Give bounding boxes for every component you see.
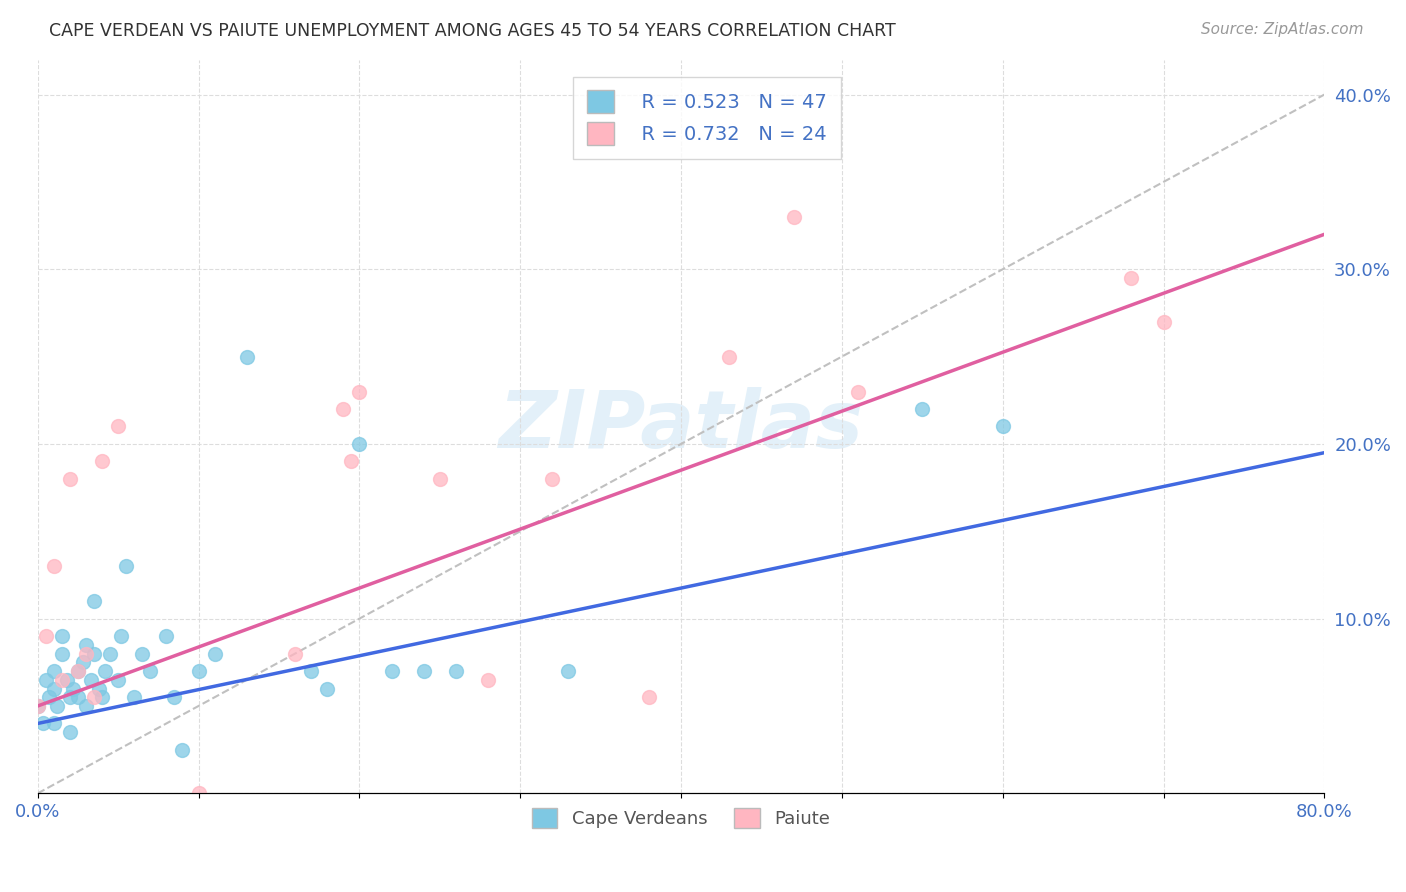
Point xyxy=(477,673,499,687)
Point xyxy=(35,629,58,643)
Point xyxy=(107,419,129,434)
Point xyxy=(782,210,804,224)
Point xyxy=(51,673,73,687)
Point xyxy=(75,698,97,713)
Point xyxy=(380,664,402,678)
Point xyxy=(80,673,103,687)
Point xyxy=(42,664,65,678)
Point xyxy=(349,384,371,399)
Text: CAPE VERDEAN VS PAIUTE UNEMPLOYMENT AMONG AGES 45 TO 54 YEARS CORRELATION CHART: CAPE VERDEAN VS PAIUTE UNEMPLOYMENT AMON… xyxy=(49,22,896,40)
Point xyxy=(59,472,82,486)
Point xyxy=(66,664,89,678)
Point xyxy=(27,698,49,713)
Point xyxy=(429,472,451,486)
Point xyxy=(51,647,73,661)
Point xyxy=(42,559,65,574)
Point xyxy=(72,656,94,670)
Point xyxy=(35,673,58,687)
Point xyxy=(75,638,97,652)
Point xyxy=(62,681,84,696)
Point xyxy=(340,454,363,468)
Point xyxy=(204,647,226,661)
Point xyxy=(412,664,434,678)
Point xyxy=(107,673,129,687)
Point xyxy=(284,647,307,661)
Point xyxy=(110,629,132,643)
Point xyxy=(846,384,869,399)
Point xyxy=(187,664,209,678)
Point xyxy=(66,690,89,705)
Point xyxy=(51,629,73,643)
Point xyxy=(31,716,53,731)
Point xyxy=(557,664,579,678)
Point xyxy=(316,681,339,696)
Point xyxy=(42,681,65,696)
Point xyxy=(236,350,259,364)
Point xyxy=(444,664,467,678)
Point xyxy=(1121,271,1143,285)
Point xyxy=(94,664,117,678)
Point xyxy=(299,664,322,678)
Point xyxy=(911,402,934,417)
Point xyxy=(332,402,354,417)
Point xyxy=(187,786,209,800)
Point xyxy=(75,647,97,661)
Point xyxy=(98,647,121,661)
Point xyxy=(59,690,82,705)
Point xyxy=(638,690,661,705)
Point xyxy=(46,698,69,713)
Point xyxy=(139,664,162,678)
Point xyxy=(131,647,153,661)
Point xyxy=(91,454,114,468)
Point xyxy=(1153,315,1175,329)
Point xyxy=(155,629,177,643)
Point xyxy=(172,742,194,756)
Point xyxy=(27,698,49,713)
Point xyxy=(55,673,77,687)
Point xyxy=(83,690,105,705)
Point xyxy=(83,594,105,608)
Point xyxy=(91,690,114,705)
Point xyxy=(66,664,89,678)
Point xyxy=(83,647,105,661)
Point xyxy=(122,690,145,705)
Point xyxy=(115,559,138,574)
Point xyxy=(541,472,564,486)
Point xyxy=(87,681,110,696)
Legend: Cape Verdeans, Paiute: Cape Verdeans, Paiute xyxy=(524,800,838,836)
Point xyxy=(349,437,371,451)
Point xyxy=(38,690,60,705)
Text: Source: ZipAtlas.com: Source: ZipAtlas.com xyxy=(1201,22,1364,37)
Point xyxy=(59,725,82,739)
Point xyxy=(991,419,1014,434)
Point xyxy=(718,350,741,364)
Point xyxy=(163,690,186,705)
Text: ZIPatlas: ZIPatlas xyxy=(499,387,863,466)
Point xyxy=(42,716,65,731)
